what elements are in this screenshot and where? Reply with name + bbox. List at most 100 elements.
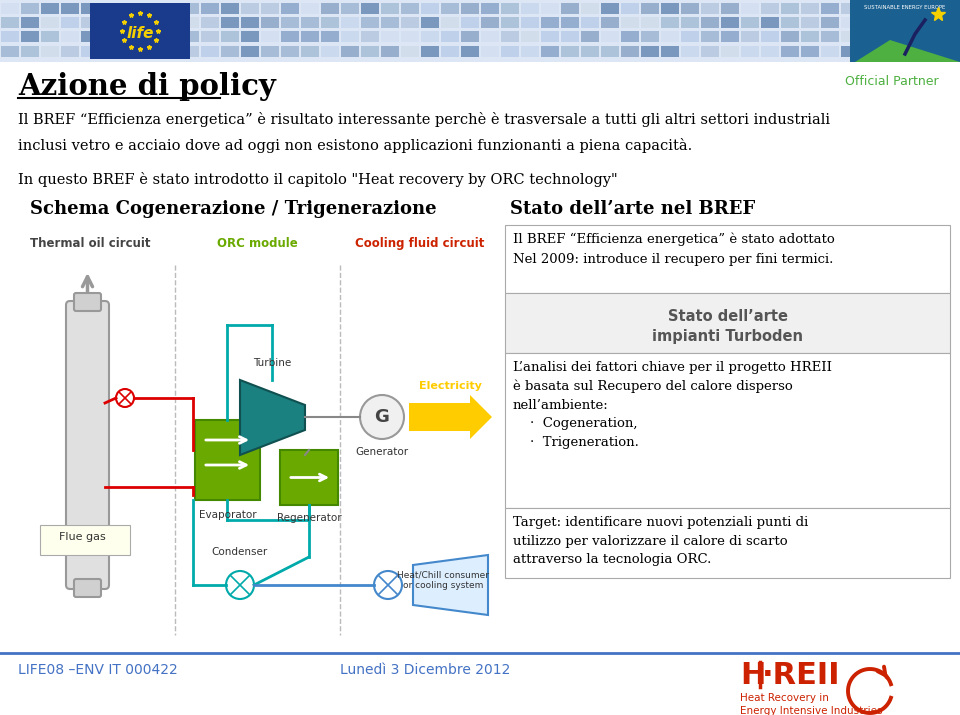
Text: Generator: Generator: [355, 447, 409, 457]
FancyBboxPatch shape: [161, 3, 179, 14]
FancyBboxPatch shape: [241, 3, 259, 14]
FancyBboxPatch shape: [21, 17, 39, 28]
FancyBboxPatch shape: [381, 31, 399, 42]
FancyBboxPatch shape: [521, 46, 539, 57]
FancyBboxPatch shape: [121, 3, 139, 14]
Circle shape: [226, 571, 254, 599]
FancyBboxPatch shape: [561, 46, 579, 57]
Text: In questo BREF è stato introdotto il capitolo "Heat recovery by ORC technology": In questo BREF è stato introdotto il cap…: [18, 172, 617, 187]
FancyBboxPatch shape: [681, 31, 699, 42]
FancyBboxPatch shape: [421, 3, 439, 14]
FancyBboxPatch shape: [801, 31, 819, 42]
FancyBboxPatch shape: [521, 3, 539, 14]
FancyBboxPatch shape: [341, 31, 359, 42]
Text: Condenser: Condenser: [212, 547, 268, 557]
FancyBboxPatch shape: [221, 46, 239, 57]
FancyBboxPatch shape: [701, 31, 719, 42]
FancyBboxPatch shape: [481, 17, 499, 28]
FancyBboxPatch shape: [41, 3, 59, 14]
FancyBboxPatch shape: [381, 17, 399, 28]
FancyBboxPatch shape: [221, 17, 239, 28]
FancyBboxPatch shape: [181, 3, 199, 14]
FancyBboxPatch shape: [681, 46, 699, 57]
Text: Target: identificare nuovi potenziali punti di
utilizzo per valorizzare il calor: Target: identificare nuovi potenziali pu…: [513, 516, 808, 566]
FancyBboxPatch shape: [741, 31, 759, 42]
FancyBboxPatch shape: [501, 46, 519, 57]
FancyBboxPatch shape: [401, 3, 419, 14]
Text: ·REII: ·REII: [762, 661, 841, 690]
FancyBboxPatch shape: [541, 3, 559, 14]
FancyBboxPatch shape: [301, 31, 319, 42]
FancyBboxPatch shape: [801, 46, 819, 57]
FancyBboxPatch shape: [101, 3, 119, 14]
Text: Azione di policy: Azione di policy: [18, 72, 276, 101]
FancyBboxPatch shape: [261, 17, 279, 28]
FancyBboxPatch shape: [601, 17, 619, 28]
FancyBboxPatch shape: [21, 46, 39, 57]
FancyBboxPatch shape: [1, 31, 19, 42]
FancyBboxPatch shape: [241, 17, 259, 28]
FancyBboxPatch shape: [181, 31, 199, 42]
FancyBboxPatch shape: [201, 17, 219, 28]
FancyBboxPatch shape: [781, 3, 799, 14]
FancyBboxPatch shape: [74, 293, 101, 311]
FancyBboxPatch shape: [721, 3, 739, 14]
FancyBboxPatch shape: [201, 31, 219, 42]
FancyBboxPatch shape: [741, 3, 759, 14]
FancyBboxPatch shape: [421, 17, 439, 28]
FancyBboxPatch shape: [841, 46, 859, 57]
FancyBboxPatch shape: [641, 31, 659, 42]
Text: Thermal oil circuit: Thermal oil circuit: [30, 237, 151, 250]
FancyBboxPatch shape: [21, 31, 39, 42]
FancyBboxPatch shape: [505, 293, 950, 353]
FancyBboxPatch shape: [581, 17, 599, 28]
FancyBboxPatch shape: [701, 46, 719, 57]
FancyBboxPatch shape: [505, 225, 950, 293]
FancyBboxPatch shape: [661, 46, 679, 57]
FancyBboxPatch shape: [241, 31, 259, 42]
FancyBboxPatch shape: [541, 17, 559, 28]
FancyBboxPatch shape: [101, 17, 119, 28]
Text: Heat/Chill consumer
or cooling system: Heat/Chill consumer or cooling system: [397, 571, 489, 590]
FancyBboxPatch shape: [561, 3, 579, 14]
FancyBboxPatch shape: [441, 46, 459, 57]
FancyBboxPatch shape: [341, 46, 359, 57]
FancyBboxPatch shape: [461, 3, 479, 14]
Polygon shape: [409, 395, 492, 439]
FancyBboxPatch shape: [721, 46, 739, 57]
FancyBboxPatch shape: [161, 31, 179, 42]
FancyBboxPatch shape: [381, 3, 399, 14]
FancyBboxPatch shape: [741, 17, 759, 28]
Text: Energy Intensive Industries: Energy Intensive Industries: [740, 706, 882, 715]
FancyBboxPatch shape: [90, 3, 190, 59]
FancyBboxPatch shape: [401, 17, 419, 28]
FancyBboxPatch shape: [461, 46, 479, 57]
Text: Heat Recovery in: Heat Recovery in: [740, 693, 828, 703]
FancyBboxPatch shape: [41, 17, 59, 28]
FancyBboxPatch shape: [0, 0, 960, 62]
FancyBboxPatch shape: [441, 3, 459, 14]
Polygon shape: [240, 380, 305, 455]
FancyBboxPatch shape: [850, 0, 960, 62]
FancyBboxPatch shape: [821, 3, 839, 14]
FancyBboxPatch shape: [241, 46, 259, 57]
FancyBboxPatch shape: [195, 420, 260, 500]
FancyBboxPatch shape: [541, 46, 559, 57]
FancyBboxPatch shape: [221, 31, 239, 42]
Text: life: life: [127, 26, 154, 41]
FancyBboxPatch shape: [561, 31, 579, 42]
FancyBboxPatch shape: [841, 31, 859, 42]
FancyBboxPatch shape: [301, 46, 319, 57]
Text: Flue gas: Flue gas: [59, 532, 106, 542]
Text: Evaporator: Evaporator: [199, 510, 256, 520]
Text: Il BREF “Efficienza energetica” è stato adottato: Il BREF “Efficienza energetica” è stato …: [513, 233, 835, 247]
FancyBboxPatch shape: [761, 17, 779, 28]
FancyBboxPatch shape: [581, 31, 599, 42]
FancyBboxPatch shape: [401, 31, 419, 42]
Polygon shape: [413, 555, 488, 615]
FancyBboxPatch shape: [421, 31, 439, 42]
FancyBboxPatch shape: [521, 31, 539, 42]
FancyBboxPatch shape: [181, 46, 199, 57]
FancyBboxPatch shape: [761, 31, 779, 42]
FancyBboxPatch shape: [261, 31, 279, 42]
